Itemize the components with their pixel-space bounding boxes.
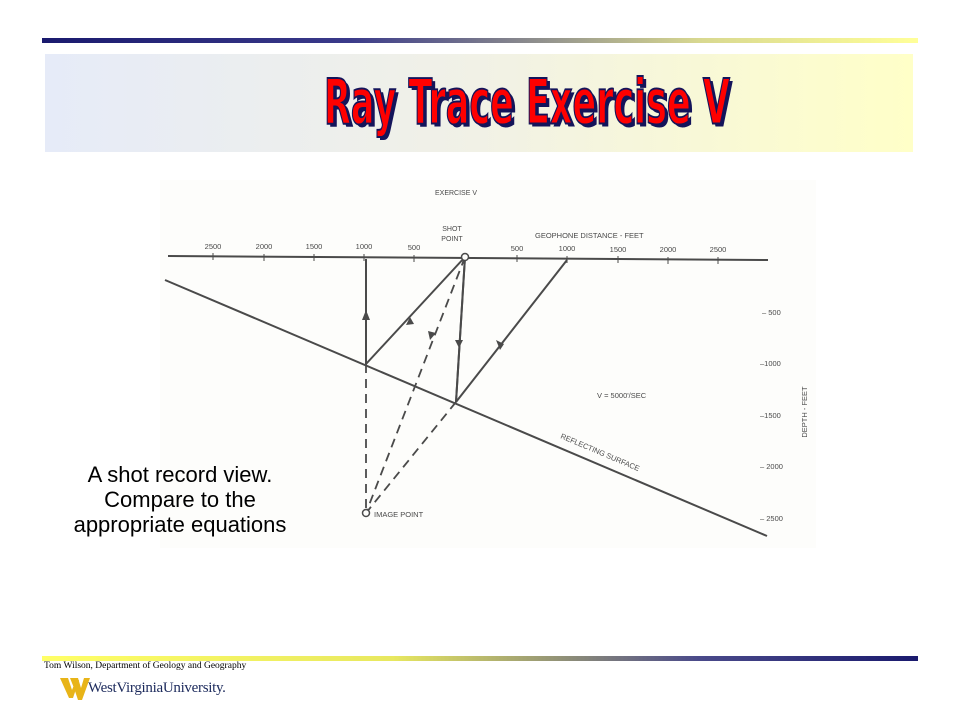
distance-tick: 1000 bbox=[356, 242, 373, 251]
ray-segment bbox=[455, 256, 466, 403]
depth-tick: – 2500 bbox=[760, 514, 783, 523]
depth-tick: – 500 bbox=[762, 308, 781, 317]
logo-text: WestVirginiaUniversity. bbox=[88, 680, 226, 696]
page-title-shadow: Ray Trace Exercise V bbox=[327, 69, 733, 142]
velocity-label: V = 5000'/SEC bbox=[597, 391, 647, 400]
image-point-label: IMAGE POINT bbox=[374, 510, 424, 519]
ray-segment bbox=[455, 259, 568, 403]
flying-wv-icon bbox=[60, 678, 90, 700]
arrow-head bbox=[406, 317, 414, 325]
depth-tick: – 2000 bbox=[760, 462, 783, 471]
depth-tick: –1000 bbox=[760, 359, 781, 368]
arrow-head bbox=[496, 340, 504, 350]
reflecting-surface-line bbox=[164, 279, 768, 537]
title-band: Ray Trace Exercise V Ray Trace Exercise … bbox=[45, 54, 913, 152]
distance-tick: 500 bbox=[511, 244, 524, 253]
footer-credit: Tom Wilson, Department of Geology and Ge… bbox=[44, 661, 247, 671]
geophone-axis-label: GEOPHONE DISTANCE - FEET bbox=[535, 231, 644, 240]
arrow-head bbox=[455, 340, 463, 348]
wvu-logo: WestVirginiaUniversity. bbox=[60, 676, 230, 708]
distance-tick: 1500 bbox=[306, 242, 323, 251]
arrow-head bbox=[428, 331, 436, 340]
image-point-marker bbox=[361, 508, 371, 518]
title-graphic: Ray Trace Exercise V Ray Trace Exercise … bbox=[323, 65, 733, 142]
bottom-rule bbox=[42, 656, 918, 661]
shot-point-label: POINT bbox=[441, 236, 463, 243]
distance-tick: 2000 bbox=[660, 245, 677, 254]
shot-point-marker bbox=[460, 252, 470, 262]
depth-axis-label: DEPTH - FEET bbox=[800, 386, 809, 438]
slide-caption: A shot record view. Compare to the appro… bbox=[73, 462, 287, 537]
shot-point-label: SHOT bbox=[442, 226, 462, 233]
top-rule bbox=[42, 38, 918, 43]
diagram-canvas: EXERCISE V 2500 2000 1500 1000 500 500 1… bbox=[164, 190, 809, 537]
distance-tick: 2500 bbox=[710, 245, 727, 254]
image-ray bbox=[365, 256, 466, 514]
distance-tick: 500 bbox=[408, 243, 421, 252]
arrow-head bbox=[362, 310, 370, 320]
page-title: Ray Trace Exercise V bbox=[324, 66, 730, 139]
ray-segment bbox=[365, 256, 466, 365]
depth-tick: –1500 bbox=[760, 411, 781, 420]
distance-tick: 1500 bbox=[610, 245, 627, 254]
distance-tick: 2000 bbox=[256, 242, 273, 251]
distance-tick: 1000 bbox=[559, 244, 576, 253]
diagram-heading: EXERCISE V bbox=[435, 190, 477, 197]
distance-tick: 2500 bbox=[205, 242, 222, 251]
image-ray bbox=[365, 401, 457, 514]
ray-trace-diagram: EXERCISE V 2500 2000 1500 1000 500 500 1… bbox=[160, 180, 816, 548]
